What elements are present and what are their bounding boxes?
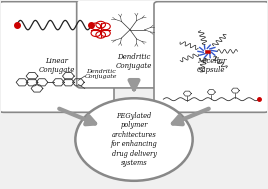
Circle shape — [75, 98, 193, 181]
Text: Dendritic
Conjugate: Dendritic Conjugate — [116, 53, 152, 70]
FancyBboxPatch shape — [0, 2, 114, 112]
Text: Conjugate: Conjugate — [84, 74, 117, 79]
Text: Dendritic: Dendritic — [86, 70, 116, 74]
Bar — [205, 50, 210, 53]
Text: Micellar
Capsule: Micellar Capsule — [197, 57, 226, 74]
Text: Linear
Conjugate: Linear Conjugate — [39, 57, 75, 74]
FancyBboxPatch shape — [77, 0, 191, 88]
Text: PEGylated
polymer
architectures
for enhancing
drug delivery
systems: PEGylated polymer architectures for enha… — [111, 112, 157, 167]
FancyBboxPatch shape — [154, 2, 268, 112]
